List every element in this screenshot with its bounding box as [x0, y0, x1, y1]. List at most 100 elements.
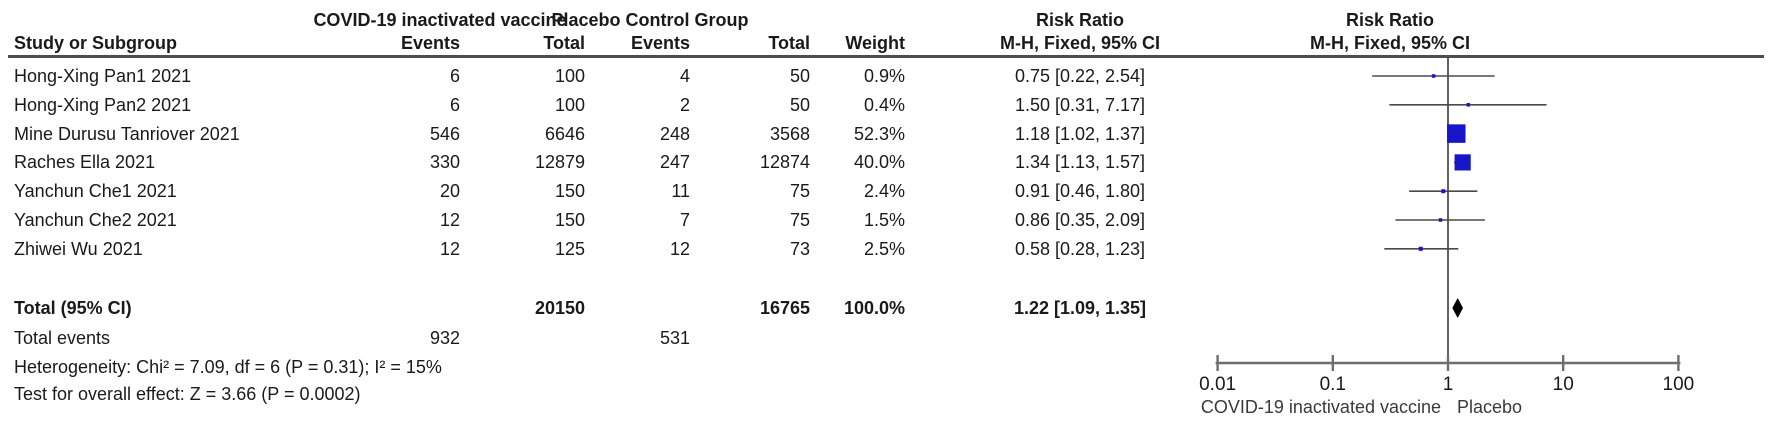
total2-cell: 75 — [789, 181, 810, 201]
total1-cell: 150 — [554, 181, 585, 201]
risk-ratio-cell: 0.91 [0.46, 1.80] — [1014, 181, 1146, 201]
axis-label-right: Placebo — [1457, 397, 1522, 417]
total1-cell: 100 — [554, 66, 585, 86]
weight-cell: 0.9% — [863, 66, 905, 86]
events1-cell: 6 — [449, 95, 460, 115]
total2-cell: 75 — [789, 210, 810, 230]
rr-text-header-line2: M-H, Fixed, 95% CI — [999, 33, 1161, 53]
table-row: Raches Ella 2021 330 12879 247 12874 40.0% 1.3… — [0, 148, 1772, 176]
events2-cell: 248 — [659, 124, 690, 144]
effect-square — [1418, 246, 1423, 251]
table-row: Yanchun Che2 2021 12 150 7 75 1.5% 0.86 [0.35,… — [0, 206, 1772, 234]
study-name: Zhiwei Wu 2021 — [14, 239, 143, 259]
events2-cell: 2 — [679, 95, 690, 115]
effect-square — [1431, 74, 1436, 78]
events1-cell: 20 — [439, 181, 460, 201]
total2-cell: 3568 — [769, 124, 810, 144]
events1-cell: 330 — [429, 152, 460, 172]
weight-cell: 52.3% — [853, 124, 905, 144]
events1-cell: 12 — [439, 239, 460, 259]
total2-sum: 16765 — [759, 298, 810, 318]
events2-cell: 4 — [679, 66, 690, 86]
overall-effect-text: Test for overall effect: Z = 3.66 (P = 0… — [14, 384, 361, 404]
total-label: Total (95% CI) — [14, 298, 132, 318]
events2-cell: 247 — [659, 152, 690, 172]
table-row: Yanchun Che1 2021 20 150 11 75 2.4% 0.91 [0.46… — [0, 177, 1772, 205]
forest-plot-graph: 0.01 0.1 1 10 100 COVID-19 inactivated vaccin… — [1199, 58, 1695, 417]
events2-cell: 7 — [679, 210, 690, 230]
risk-ratio-cell: 0.58 [0.28, 1.23] — [1014, 239, 1146, 259]
study-name: Yanchun Che1 2021 — [14, 181, 177, 201]
total1-cell: 150 — [554, 210, 585, 230]
x-axis-tick-label: 1 — [1443, 374, 1454, 395]
total-risk-ratio: 1.22 [1.09, 1.35] — [1013, 298, 1147, 318]
effect-square — [1466, 103, 1471, 107]
x-axis-tick-label: 100 — [1663, 374, 1695, 395]
total1-cell: 125 — [554, 239, 585, 259]
total1-col-header: Total — [543, 33, 585, 53]
rr-text-header-line1: Risk Ratio — [1035, 10, 1125, 30]
table-row: Mine Durusu Tanriover 2021 546 6646 248 3568… — [0, 120, 1772, 148]
x-axis-tick-label: 0.1 — [1320, 374, 1346, 395]
weight-cell: 0.4% — [863, 95, 905, 115]
rr-plot-header-line1: Risk Ratio — [1345, 10, 1435, 30]
total-row: Total (95% CI) 20150 16765 100.0% 1.22 [1.09… — [0, 294, 1772, 322]
group2-header: Placebo Control Group — [551, 10, 749, 30]
events2-cell: 11 — [671, 181, 690, 201]
events2-col-header: Events — [630, 33, 690, 53]
total2-cell: 50 — [789, 95, 810, 115]
total-events-label: Total events — [14, 328, 111, 348]
events1-cell: 12 — [439, 210, 460, 230]
weight-cell: 1.5% — [863, 210, 905, 230]
total2-col-header: Total — [768, 33, 810, 53]
group1-header: COVID-19 inactivated vaccine — [313, 10, 567, 30]
total1-cell: 12879 — [534, 152, 585, 172]
total1-cell: 6646 — [544, 124, 585, 144]
x-axis-tick-label: 10 — [1553, 374, 1574, 395]
risk-ratio-cell: 1.18 [1.02, 1.37] — [1014, 124, 1146, 144]
weight-cell: 2.5% — [863, 239, 905, 259]
heterogeneity-row: Heterogeneity: Chi² = 7.09, df = 6 (P = … — [0, 353, 1772, 381]
study-name: Mine Durusu Tanriover 2021 — [14, 124, 240, 144]
total-events-row: Total events 932 531 — [0, 324, 1772, 352]
risk-ratio-cell: 1.34 [1.13, 1.57] — [1014, 152, 1146, 172]
study-name: Raches Ella 2021 — [14, 152, 156, 172]
study-name: Hong-Xing Pan2 2021 — [14, 95, 192, 115]
weight-sum: 100.0% — [843, 298, 905, 318]
events1-col-header: Events — [400, 33, 460, 53]
total2-cell: 50 — [789, 66, 810, 86]
effect-square — [1441, 189, 1446, 194]
table-row: Zhiwei Wu 2021 12 125 12 73 2.5% 0.58 [0.28, 1… — [0, 235, 1772, 263]
study-name: Hong-Xing Pan1 2021 — [14, 66, 192, 86]
total-events2: 531 — [659, 328, 690, 348]
rr-plot-header-line2: M-H, Fixed, 95% CI — [1309, 33, 1471, 53]
effect-square — [1447, 124, 1466, 143]
weight-cell: 40.0% — [853, 152, 905, 172]
total2-cell: 73 — [789, 239, 810, 259]
effect-square — [1438, 218, 1443, 222]
table-row: Hong-Xing Pan1 2021 6 100 4 50 0.9% 0.75 [0.22… — [0, 62, 1772, 90]
events2-cell: 12 — [669, 239, 690, 259]
x-axis-tick-label: 0.01 — [1199, 374, 1236, 395]
risk-ratio-cell: 0.86 [0.35, 2.09] — [1014, 210, 1146, 230]
header-rule — [8, 55, 1764, 58]
events1-cell: 546 — [429, 124, 460, 144]
axis-label-left: COVID-19 inactivated vaccine — [1201, 397, 1441, 417]
overall-effect-row: Test for overall effect: Z = 3.66 (P = 0… — [0, 380, 1772, 408]
total-events1: 932 — [429, 328, 460, 348]
study-col-header: Study or Subgroup — [14, 33, 177, 53]
effect-square — [1454, 154, 1471, 171]
total1-sum: 20150 — [534, 298, 585, 318]
heterogeneity-text: Heterogeneity: Chi² = 7.09, df = 6 (P = … — [14, 357, 442, 377]
risk-ratio-cell: 1.50 [0.31, 7.17] — [1014, 95, 1146, 115]
total2-cell: 12874 — [759, 152, 810, 172]
table-row: Hong-Xing Pan2 2021 6 100 2 50 0.4% 1.50 [0.31… — [0, 91, 1772, 119]
risk-ratio-cell: 0.75 [0.22, 2.54] — [1014, 66, 1146, 86]
total1-cell: 100 — [554, 95, 585, 115]
events1-cell: 6 — [449, 66, 460, 86]
pooled-diamond — [1452, 298, 1464, 318]
study-name: Yanchun Che2 2021 — [14, 210, 177, 230]
weight-col-header: Weight — [845, 33, 905, 53]
weight-cell: 2.4% — [863, 181, 905, 201]
